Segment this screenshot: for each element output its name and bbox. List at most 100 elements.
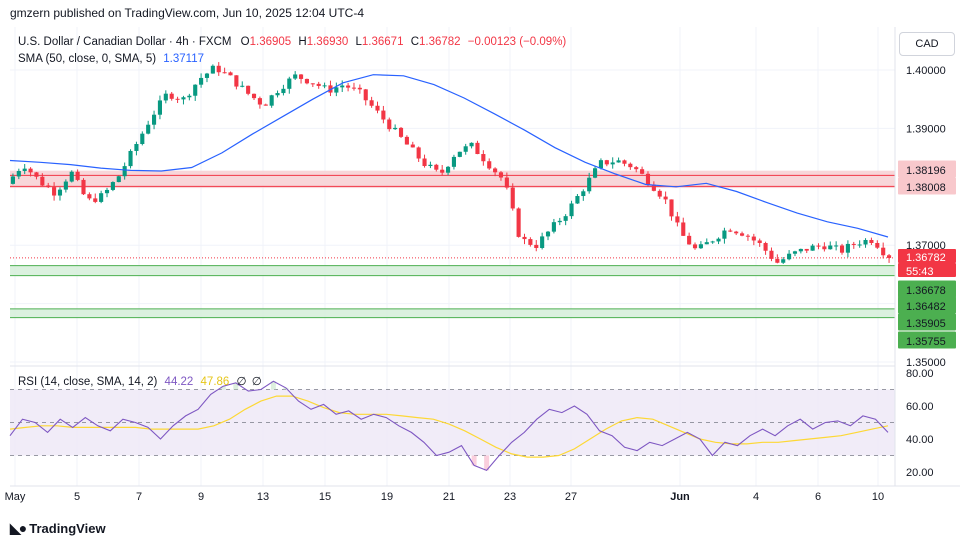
- candle-body: [199, 77, 204, 85]
- candle-body: [210, 65, 215, 74]
- candle-body: [175, 98, 180, 100]
- candle-body: [740, 233, 745, 236]
- ohlc-low-label: L: [355, 36, 362, 48]
- ohlc-high-label: H: [298, 36, 307, 48]
- candle-body: [234, 75, 239, 87]
- ohlc-high-value: 1.36930: [306, 36, 349, 48]
- green-support-zone-lower: [10, 308, 895, 318]
- candle-body: [228, 72, 233, 76]
- time-tick-label: 23: [504, 491, 516, 503]
- candle-body: [257, 98, 262, 105]
- candle-body: [628, 163, 633, 168]
- candle-body: [193, 84, 198, 96]
- candle-body: [804, 248, 809, 251]
- time-tick-label: 9: [198, 491, 204, 503]
- candle-body: [604, 160, 609, 165]
- green-support-zone: [10, 265, 895, 276]
- candle-body: [416, 147, 421, 159]
- price-label-bg-green: [898, 296, 956, 314]
- candle-body: [357, 87, 362, 90]
- candle-body: [775, 258, 780, 263]
- candle-body: [575, 196, 580, 204]
- candle-body: [22, 168, 27, 171]
- candle-body: [340, 85, 345, 88]
- candle-body: [351, 87, 357, 89]
- candle-body: [299, 74, 304, 79]
- price-tick-label: 1.40000: [906, 65, 946, 77]
- candle-body: [140, 133, 145, 145]
- price-tick-label: 1.35000: [906, 357, 946, 369]
- support-lines: [10, 265, 895, 319]
- candle-body: [751, 236, 756, 241]
- candle-body: [116, 176, 121, 183]
- candle-body: [757, 240, 762, 244]
- candle-body: [792, 251, 798, 254]
- candle-body: [134, 144, 139, 151]
- candle-body: [704, 242, 709, 245]
- candle-body: [557, 220, 562, 223]
- price-tick-label: 1.39000: [906, 123, 946, 135]
- symbol-legend[interactable]: U.S. Dollar / Canadian Dollar · 4h · FXC…: [18, 36, 566, 48]
- candle-body: [687, 235, 692, 245]
- candle-body: [52, 187, 57, 196]
- candle-body: [498, 172, 504, 178]
- candle-body: [57, 189, 63, 196]
- rsi-value: 44.22: [164, 376, 194, 388]
- candle-body: [857, 244, 862, 246]
- rsi-tick-label: 60.00: [906, 401, 934, 413]
- candle-body: [393, 127, 398, 130]
- candle-body: [110, 182, 115, 190]
- time-tick-label: 15: [319, 491, 331, 503]
- candle-body: [269, 95, 274, 106]
- rsi-legend[interactable]: RSI (14, close, SMA, 14, 2) 44.22 47.86 …: [18, 374, 262, 388]
- candle-body: [669, 199, 674, 217]
- candle-body: [516, 208, 521, 237]
- rsi-tick-label: 40.00: [906, 434, 934, 446]
- candle-body: [728, 230, 733, 232]
- price-label-green: 1.35905: [906, 318, 946, 330]
- candle-body: [716, 238, 721, 242]
- candle-body: [157, 100, 162, 115]
- candle-body: [434, 164, 439, 170]
- candle-body: [881, 247, 886, 256]
- time-tick-label: Jun: [670, 491, 690, 503]
- candle-body: [745, 235, 750, 237]
- time-tick-label: 4: [753, 491, 759, 503]
- candle-body: [528, 239, 533, 245]
- candle-body: [251, 93, 257, 99]
- candle-body: [675, 216, 680, 223]
- currency-button[interactable]: CAD: [899, 32, 955, 56]
- candle-body: [810, 245, 815, 251]
- rsi-axis[interactable]: 80.00 60.00 40.00 20.00: [906, 368, 934, 479]
- price-label-green: 1.36482: [906, 301, 946, 313]
- price-label-red: 1.38196: [906, 165, 946, 177]
- candle-body: [304, 78, 309, 84]
- candle-body: [363, 89, 368, 101]
- candle-body: [169, 93, 174, 99]
- candle-body: [640, 169, 645, 174]
- candle-body: [422, 158, 427, 167]
- symbol-title: U.S. Dollar / Canadian Dollar · 4h · FXC…: [18, 36, 232, 48]
- sma-legend[interactable]: SMA (50, close, 0, SMA, 5) 1.37117: [18, 53, 204, 65]
- time-tick-label: 21: [443, 491, 455, 503]
- candle-body: [222, 72, 227, 74]
- candle-body: [834, 245, 839, 247]
- time-tick-label: 19: [381, 491, 393, 503]
- price-label-bg-green: [898, 280, 956, 298]
- candle-body: [381, 110, 386, 120]
- candle-body: [816, 245, 821, 247]
- candle-body: [598, 160, 603, 169]
- time-tick-label: 27: [565, 491, 577, 503]
- time-axis[interactable]: May 5 7 9 13 15 19 21 23 27 Jun 4 6 10: [5, 491, 885, 503]
- candle-body: [510, 187, 515, 209]
- candle-body: [263, 104, 268, 106]
- candle-body: [692, 244, 698, 249]
- candle-body: [587, 177, 592, 192]
- rsi-sma-value: 47.86: [200, 376, 230, 388]
- candle-body: [122, 166, 127, 177]
- tradingview-logo[interactable]: ◣● TradingView: [10, 520, 106, 537]
- candle-body: [851, 243, 856, 245]
- candle-body: [81, 179, 86, 195]
- price-label-green: 1.35755: [906, 336, 946, 348]
